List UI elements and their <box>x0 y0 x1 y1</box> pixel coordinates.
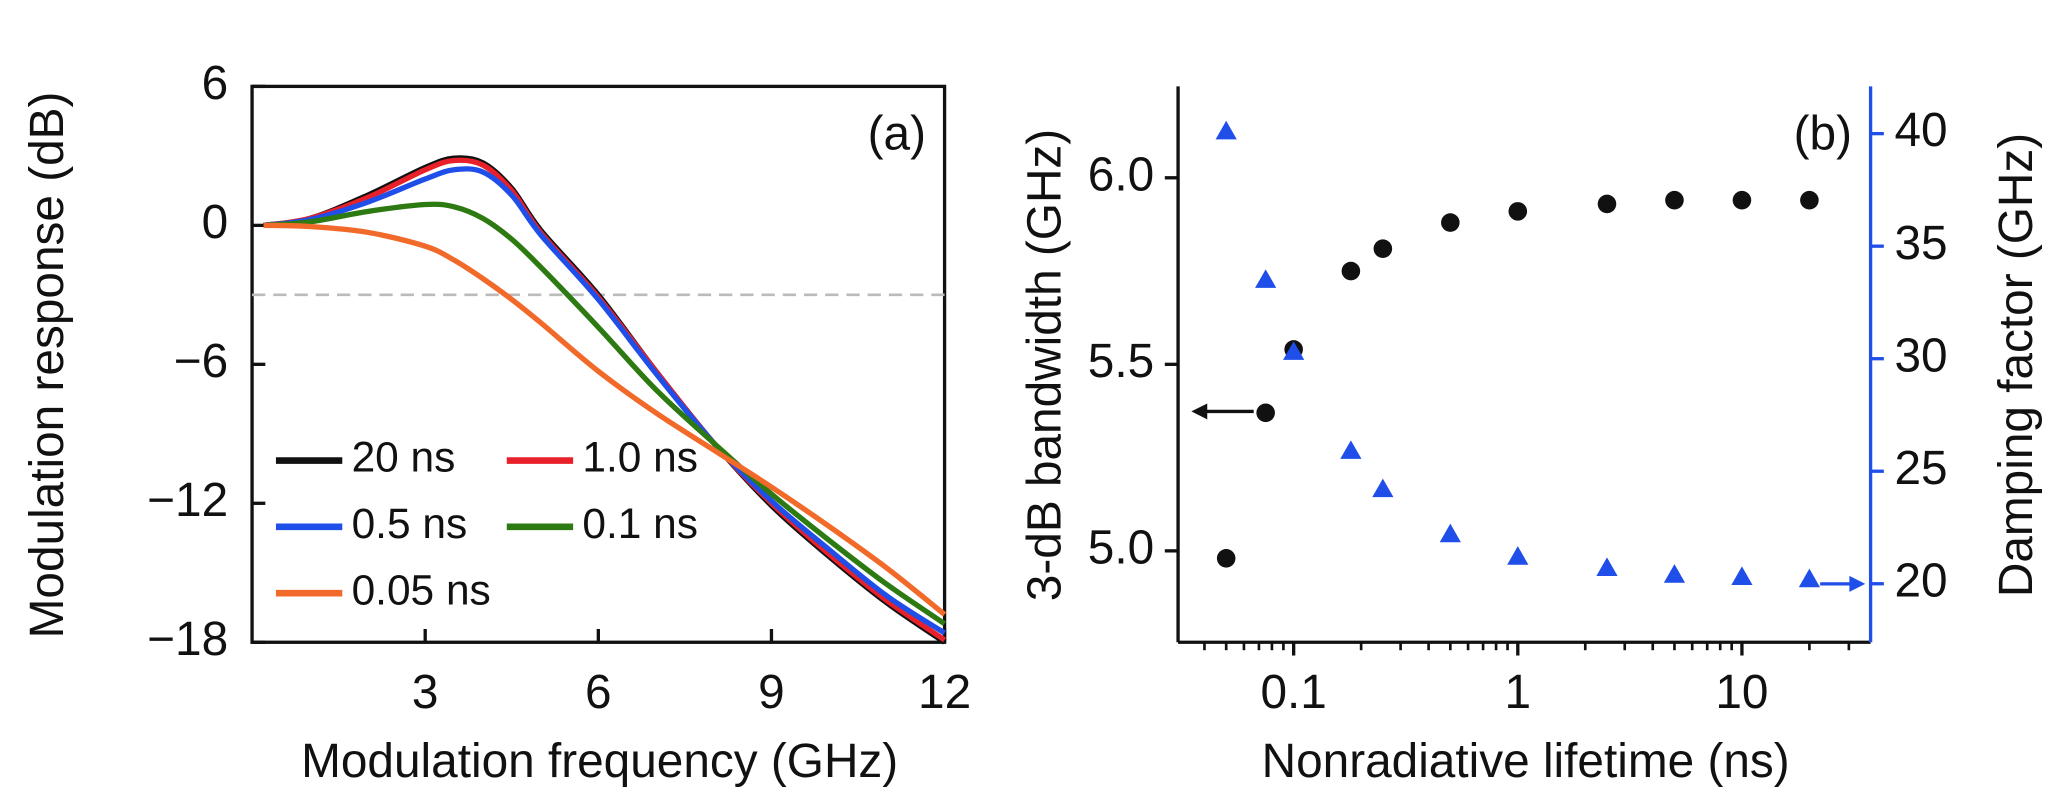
y-tick-label: −6 <box>174 335 228 388</box>
line <box>263 166 947 636</box>
triangle-marker <box>1215 120 1237 140</box>
legend-label: 0.5 ns <box>352 500 468 547</box>
y-tick-label: 5.5 <box>1088 335 1154 388</box>
legend-label: 1.0 ns <box>582 434 698 481</box>
x-tick-label: 6 <box>585 666 612 719</box>
arrow-head <box>1191 403 1208 420</box>
legend-label: 0.1 ns <box>582 500 698 547</box>
line <box>263 201 947 626</box>
arrow-head <box>1849 575 1866 592</box>
y-tick-label: −18 <box>147 613 228 666</box>
legend-label: 20 ns <box>352 434 456 481</box>
circle-marker <box>1216 549 1236 568</box>
circle-marker <box>1732 190 1752 210</box>
y2-tick-label: 30 <box>1894 329 1947 382</box>
circle-marker <box>1341 261 1361 281</box>
triangle-marker <box>1798 568 1821 588</box>
y-axis-label: 3-dB bandwidth (GHz) <box>1019 129 1072 601</box>
y-tick-label: 0 <box>202 196 229 249</box>
triangle-marker <box>1439 523 1461 543</box>
triangle-marker <box>1340 440 1362 459</box>
y-axis-label: Modulation response (dB) <box>21 92 74 639</box>
x-tick-label: 1 <box>1505 666 1532 719</box>
triangle-marker <box>1663 564 1686 583</box>
y2-tick-label: 25 <box>1894 442 1947 495</box>
x-tick-label: 3 <box>412 666 439 719</box>
y-tick-label: 5.0 <box>1088 521 1154 574</box>
line <box>263 222 947 617</box>
legend-label: 0.05 ns <box>352 566 491 613</box>
panel-label: (b) <box>1794 107 1852 160</box>
circle-marker <box>1256 403 1275 423</box>
y2-axis-label: Damping factor (GHz) <box>1990 133 2043 597</box>
circle-marker <box>1441 213 1460 232</box>
y-tick-label: −12 <box>147 474 228 527</box>
x-tick-label: 0.1 <box>1260 666 1326 719</box>
triangle-marker <box>1283 341 1305 360</box>
circle-marker <box>1800 190 1819 210</box>
y2-tick-label: 40 <box>1894 104 1947 157</box>
triangle-marker <box>1372 478 1394 498</box>
triangle-marker <box>1255 269 1277 288</box>
circle-marker <box>1665 190 1684 210</box>
y2-tick-label: 35 <box>1894 217 1947 270</box>
panel-label: (a) <box>868 107 926 160</box>
y-tick-label: 6.0 <box>1088 148 1154 201</box>
y-tick-label: 6 <box>202 57 229 110</box>
triangle-marker <box>1596 557 1618 576</box>
x-axis-label: Modulation frequency (GHz) <box>301 735 898 788</box>
x-tick-label: 12 <box>918 666 971 719</box>
circle-marker <box>1373 239 1393 258</box>
x-tick-label: 9 <box>758 666 785 719</box>
x-tick-label: 10 <box>1715 666 1768 719</box>
y2-tick-label: 20 <box>1894 554 1947 607</box>
circle-marker <box>1597 194 1617 214</box>
x-axis-label: Nonradiative lifetime (ns) <box>1262 735 1790 788</box>
triangle-marker <box>1507 546 1529 565</box>
circle-marker <box>1508 202 1528 221</box>
triangle-marker <box>1731 566 1753 585</box>
